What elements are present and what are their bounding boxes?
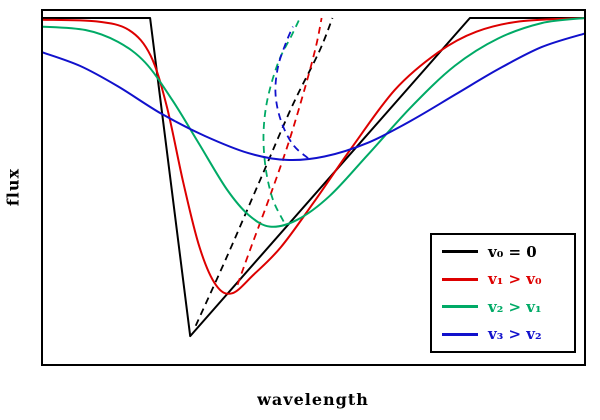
legend-label-v2: v₂ > v₁ — [488, 297, 542, 316]
y-axis-label: flux — [3, 167, 23, 207]
curve-v1-bisector — [236, 17, 323, 286]
curve-v2-profile — [41, 17, 586, 228]
curve-v3-bisector — [274, 26, 309, 159]
legend-label-v3: v₃ > v₂ — [488, 325, 542, 344]
curve-v0-profile — [42, 17, 585, 338]
legend-line-sample-v3 — [442, 332, 478, 336]
curve-v3-profile — [41, 32, 586, 162]
legend-label-v0: v₀ = 0 — [488, 242, 537, 261]
legend-row-v1: v₁ > v₀ — [432, 270, 574, 288]
legend-row-v2: v₂ > v₁ — [432, 298, 574, 316]
legend-row-v0: v₀ = 0 — [432, 243, 574, 261]
x-axis-label: wavelength — [257, 390, 369, 409]
curve-v1-profile — [41, 17, 586, 295]
curve-v2-bisector — [262, 17, 301, 222]
legend-box: v₀ = 0 v₁ > v₀ v₂ > v₁ v₃ > v₂ — [430, 233, 576, 353]
legend-line-sample-v1 — [442, 277, 478, 281]
legend-line-sample-v2 — [442, 305, 478, 309]
curve-v0-bisector — [194, 17, 334, 327]
legend-row-v3: v₃ > v₂ — [432, 325, 574, 343]
plot-frame — [41, 9, 586, 366]
legend-label-v1: v₁ > v₀ — [488, 270, 542, 289]
legend-line-sample-v0 — [442, 250, 478, 254]
